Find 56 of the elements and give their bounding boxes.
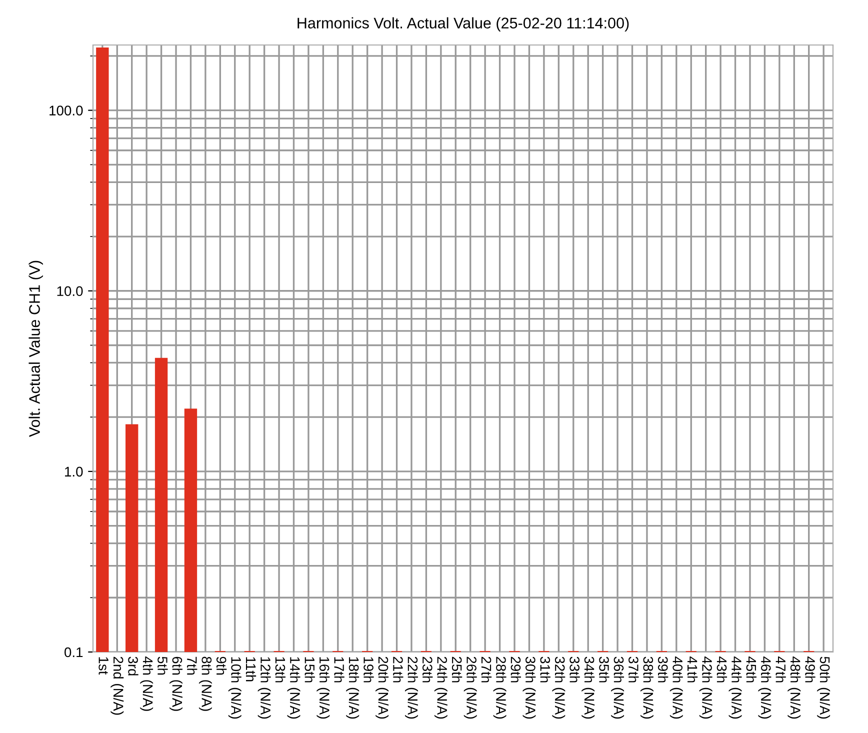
- x-tick-label: 32th (N/A): [552, 656, 566, 719]
- x-tick-label: 34th (N/A): [582, 656, 595, 719]
- x-tick-label: 48th (N/A): [788, 656, 801, 719]
- x-tick-label: 1st: [98, 657, 108, 675]
- x-tick-label: 45th: [746, 656, 756, 682]
- x-tick-label: 33th: [570, 656, 580, 682]
- x-tick-label: 21th: [393, 656, 404, 682]
- x-tick-label: 25th: [452, 656, 462, 682]
- x-tick-label: 31th: [540, 656, 550, 682]
- x-tick-label: 11th: [246, 657, 256, 682]
- x-tick-label: 24th (N/A): [434, 656, 448, 719]
- x-tick-label: 2nd (N/A): [110, 656, 124, 715]
- x-tick-label: 49th: [805, 656, 816, 682]
- x-tick-label: 20th (N/A): [376, 656, 389, 719]
- y-tick-label: 10.0: [57, 286, 83, 296]
- x-tick-label: 40th (N/A): [670, 656, 683, 719]
- x-tick-label: 28th (N/A): [493, 656, 506, 719]
- x-tick-label: 26th (N/A): [464, 656, 477, 719]
- chart-title: Harmonics Volt. Actual Value (25-02-20 11:14:00): [298, 17, 629, 32]
- x-tick-label: 37th: [628, 656, 639, 682]
- x-tick-label: 10th (N/A): [228, 657, 242, 719]
- x-tick-label: 8th (N/A): [198, 656, 212, 711]
- x-tick-label: 9th: [216, 656, 227, 675]
- x-tick-label: 27th: [481, 656, 492, 682]
- x-tick-label: 3rd: [128, 656, 138, 676]
- x-tick-label: 17th: [334, 657, 344, 682]
- x-tick-label: 16th (N/A): [316, 657, 330, 719]
- x-tick-label: 13th: [275, 657, 286, 682]
- x-tick-label: 23th: [422, 656, 433, 682]
- x-tick-label: 41th: [687, 656, 698, 682]
- x-tick-label: 50th (N/A): [817, 656, 830, 719]
- x-tick-label: 35th: [599, 656, 610, 682]
- x-tick-label: 42th (N/A): [699, 656, 712, 719]
- x-tick-label: 29th: [510, 656, 521, 682]
- y-axis-title: Volt. Actual Value CH1 (V): [28, 260, 43, 438]
- x-tick-label: 36th (N/A): [611, 656, 624, 719]
- x-tick-label: 7th: [187, 656, 198, 675]
- x-tick-label: 43th: [716, 656, 728, 682]
- y-tick-label: 1.0: [65, 466, 83, 477]
- x-tick-label: 38th (N/A): [640, 656, 654, 719]
- x-tick-label: 19th: [364, 657, 374, 682]
- x-tick-label: 22th (N/A): [405, 656, 418, 719]
- x-tick-label: 30th (N/A): [522, 656, 536, 719]
- x-tick-label: 14th (N/A): [287, 657, 300, 719]
- x-tick-label: 18th (N/A): [346, 657, 360, 719]
- x-tick-label: 44th (N/A): [728, 656, 742, 719]
- x-tick-label: 15th: [304, 657, 315, 682]
- x-tick-label: 4th (N/A): [140, 656, 154, 711]
- y-tick-label: 100.0: [50, 106, 83, 116]
- x-tick-label: 12th (N/A): [258, 657, 271, 719]
- x-tick-label: 5th: [158, 656, 168, 675]
- x-tick-label: 47th: [776, 656, 786, 682]
- y-tick-label: 0.1: [64, 647, 83, 658]
- x-tick-label: 39th: [658, 656, 668, 682]
- x-tick-label: 46th (N/A): [758, 656, 772, 719]
- x-tick-label: 6th (N/A): [170, 656, 182, 711]
